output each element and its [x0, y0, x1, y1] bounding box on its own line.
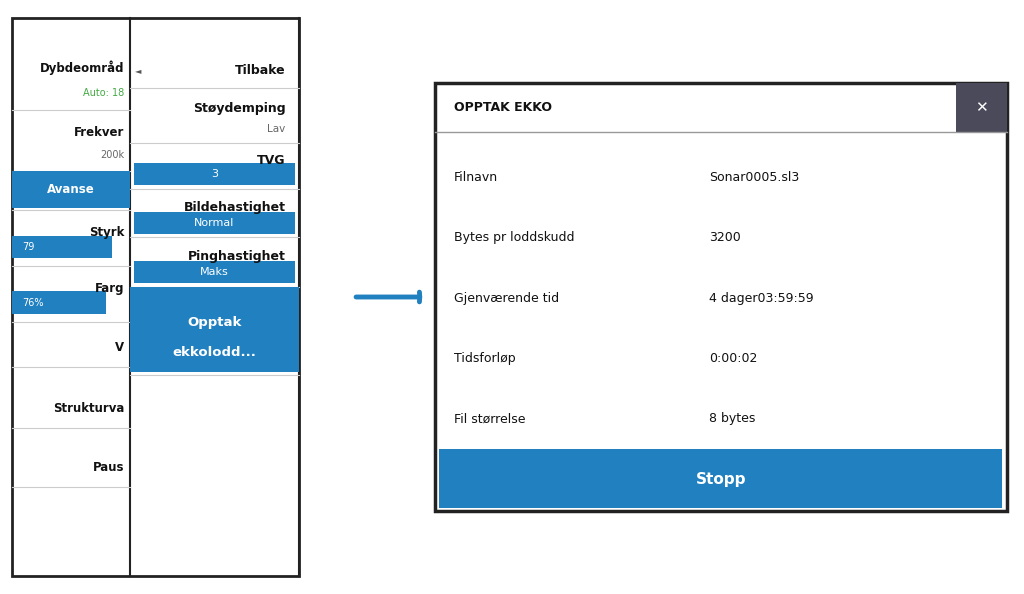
- Text: 8 bytes: 8 bytes: [710, 412, 756, 425]
- Text: 3200: 3200: [710, 231, 741, 244]
- Text: 3: 3: [211, 169, 218, 179]
- Text: Auto: 18: Auto: 18: [83, 88, 124, 98]
- FancyBboxPatch shape: [134, 163, 295, 185]
- Text: TVG: TVG: [257, 154, 286, 167]
- Text: 76%: 76%: [22, 298, 43, 308]
- Text: Maks: Maks: [200, 267, 229, 277]
- FancyBboxPatch shape: [439, 450, 1002, 508]
- Text: 79: 79: [22, 242, 34, 252]
- FancyBboxPatch shape: [12, 171, 130, 208]
- Text: Avanse: Avanse: [47, 184, 95, 196]
- Text: ✕: ✕: [975, 100, 988, 115]
- Text: 200k: 200k: [100, 150, 124, 160]
- FancyBboxPatch shape: [12, 236, 113, 258]
- Text: Gjenværende tid: Gjenværende tid: [454, 292, 559, 305]
- Text: Sonar0005.sl3: Sonar0005.sl3: [710, 171, 800, 184]
- FancyBboxPatch shape: [130, 287, 299, 372]
- Text: Fil størrelse: Fil størrelse: [454, 412, 525, 425]
- Text: Opptak: Opptak: [187, 315, 242, 328]
- FancyBboxPatch shape: [134, 211, 295, 234]
- Text: Filnavn: Filnavn: [454, 171, 498, 184]
- Text: Støydemping: Støydemping: [193, 102, 286, 115]
- Text: 0:00:02: 0:00:02: [710, 352, 758, 365]
- FancyBboxPatch shape: [956, 83, 1007, 132]
- Text: Normal: Normal: [195, 218, 234, 228]
- Text: V: V: [115, 341, 124, 354]
- Text: Bytes pr loddskudd: Bytes pr loddskudd: [454, 231, 574, 244]
- Text: Lav: Lav: [267, 125, 286, 134]
- FancyBboxPatch shape: [134, 261, 295, 283]
- Text: Styrk: Styrk: [89, 226, 124, 239]
- Text: 4 dager03:59:59: 4 dager03:59:59: [710, 292, 814, 305]
- Text: ekkolodd...: ekkolodd...: [173, 346, 256, 359]
- Text: Dybdeområd: Dybdeområd: [40, 61, 124, 75]
- Text: Stopp: Stopp: [695, 472, 746, 487]
- FancyBboxPatch shape: [12, 292, 106, 314]
- Text: Pinghastighet: Pinghastighet: [187, 250, 286, 263]
- Text: ◄: ◄: [135, 67, 141, 75]
- Text: Strukturva: Strukturva: [53, 402, 124, 415]
- FancyBboxPatch shape: [12, 18, 299, 576]
- Text: OPPTAK EKKO: OPPTAK EKKO: [454, 101, 552, 114]
- Text: Farg: Farg: [94, 282, 124, 295]
- Text: Tidsforløp: Tidsforløp: [454, 352, 515, 365]
- Text: Frekver: Frekver: [74, 126, 124, 139]
- Text: Tilbake: Tilbake: [234, 64, 286, 77]
- Text: Paus: Paus: [92, 461, 124, 474]
- FancyBboxPatch shape: [435, 83, 1007, 511]
- Text: Bildehastighet: Bildehastighet: [183, 201, 286, 214]
